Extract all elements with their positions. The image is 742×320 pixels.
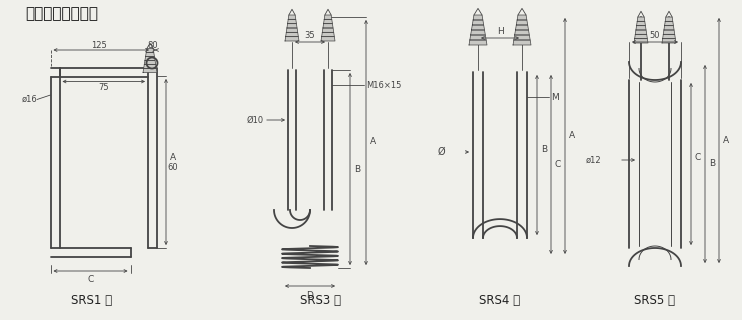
Polygon shape (288, 15, 296, 19)
Polygon shape (635, 30, 647, 34)
Polygon shape (324, 15, 332, 19)
Polygon shape (662, 39, 676, 43)
Polygon shape (516, 25, 528, 30)
Text: 80: 80 (147, 41, 157, 50)
Polygon shape (144, 60, 156, 65)
Polygon shape (321, 32, 335, 37)
Polygon shape (515, 30, 529, 35)
Polygon shape (144, 65, 157, 68)
Polygon shape (469, 40, 487, 45)
Polygon shape (473, 20, 484, 25)
Polygon shape (663, 34, 675, 39)
Text: ø12: ø12 (585, 156, 601, 164)
Text: ø16: ø16 (22, 95, 37, 104)
Text: B: B (354, 164, 360, 173)
Text: 外形及安装尺寸图: 外形及安装尺寸图 (25, 6, 99, 21)
Text: A: A (723, 136, 729, 145)
Polygon shape (516, 20, 528, 25)
Polygon shape (663, 30, 674, 34)
Polygon shape (287, 24, 297, 28)
Polygon shape (634, 39, 648, 43)
Text: C: C (555, 160, 561, 169)
Text: A: A (370, 137, 376, 146)
Polygon shape (637, 17, 645, 21)
Text: M: M (551, 92, 559, 101)
Text: C: C (695, 154, 701, 163)
Text: H: H (496, 28, 503, 36)
Text: 35: 35 (305, 31, 315, 41)
Text: C: C (88, 275, 93, 284)
Polygon shape (286, 28, 298, 32)
Text: Ø10: Ø10 (247, 116, 264, 124)
Polygon shape (513, 35, 531, 40)
Polygon shape (665, 21, 674, 26)
Polygon shape (666, 17, 673, 21)
Text: A: A (170, 154, 176, 163)
Polygon shape (664, 26, 674, 30)
Polygon shape (323, 24, 333, 28)
Text: D: D (306, 291, 313, 300)
Polygon shape (637, 21, 646, 26)
Polygon shape (470, 30, 485, 35)
Text: 75: 75 (99, 83, 109, 92)
Polygon shape (145, 52, 154, 57)
Polygon shape (143, 68, 157, 73)
Polygon shape (517, 15, 527, 20)
Polygon shape (285, 37, 299, 41)
Text: SRS3 型: SRS3 型 (300, 293, 341, 307)
Polygon shape (145, 57, 155, 60)
Text: Ø: Ø (437, 147, 445, 157)
Polygon shape (513, 40, 531, 45)
Polygon shape (288, 19, 297, 24)
Text: A: A (569, 132, 575, 140)
Polygon shape (324, 19, 332, 24)
Polygon shape (146, 49, 154, 52)
Text: M16×15: M16×15 (366, 81, 401, 90)
Polygon shape (473, 15, 483, 20)
Text: SRS4 型: SRS4 型 (479, 293, 521, 307)
Text: 50: 50 (650, 31, 660, 41)
Text: B: B (541, 145, 547, 154)
Text: B: B (709, 159, 715, 169)
Polygon shape (470, 35, 486, 40)
Text: SRS1 型: SRS1 型 (71, 293, 113, 307)
Polygon shape (322, 28, 334, 32)
Text: 60: 60 (168, 163, 178, 172)
Polygon shape (634, 34, 647, 39)
Polygon shape (636, 26, 646, 30)
Text: SRS5 型: SRS5 型 (634, 293, 675, 307)
Polygon shape (321, 37, 335, 41)
Polygon shape (286, 32, 298, 37)
Polygon shape (471, 25, 485, 30)
Text: 125: 125 (91, 41, 107, 50)
